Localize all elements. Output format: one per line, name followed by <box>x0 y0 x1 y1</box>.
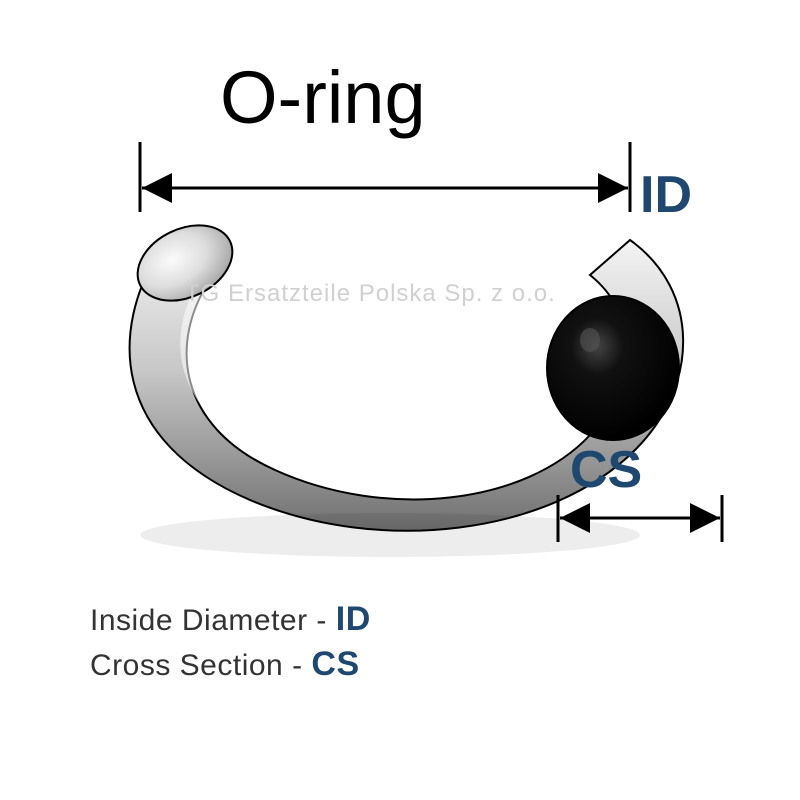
watermark-text: TG Ersatzteile Polska Sp. z o.o. <box>185 280 556 308</box>
legend-cs-prefix: Cross Section - <box>90 649 311 682</box>
diagram-title: O-ring <box>220 55 426 140</box>
diagram-canvas: O-ring ID CS TG Ersatzteile Polska Sp. z… <box>0 0 800 800</box>
legend-cs-value: CS <box>311 645 359 683</box>
label-id: ID <box>640 165 692 225</box>
legend-id-prefix: Inside Diameter - <box>90 604 336 637</box>
legend-line-id: Inside Diameter - ID <box>90 600 371 639</box>
legend-id-value: ID <box>336 600 371 638</box>
legend-line-cs: Cross Section - CS <box>90 645 360 684</box>
label-cs: CS <box>570 440 642 500</box>
